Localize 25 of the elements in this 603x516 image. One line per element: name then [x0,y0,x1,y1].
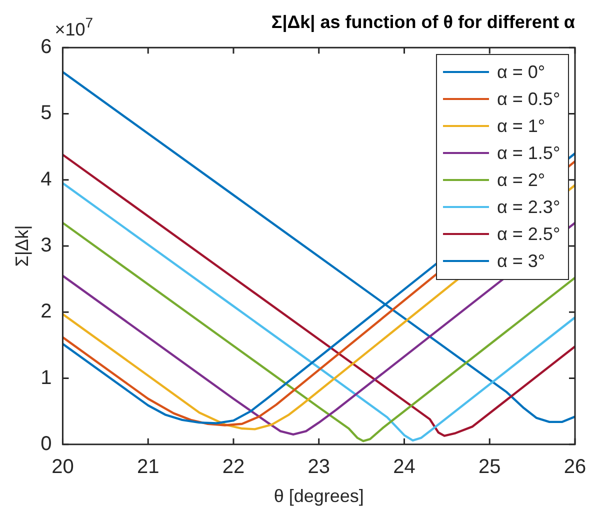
y-tick-label: 2 [40,300,52,323]
y-tick-label: 1 [40,366,52,389]
y-tick-label: 6 [40,36,52,58]
x-tick-label: 22 [222,456,245,478]
x-tick-label: 25 [478,456,501,478]
x-tick-label: 24 [393,456,416,478]
y-axis-title: Σ|Δk| [12,225,32,267]
y-tick-label: 4 [40,168,52,190]
legend-label: α = 2° [497,170,546,191]
legend-label: α = 0° [497,62,546,83]
y-tick-label: 5 [40,102,52,124]
y-tick-label: 0 [40,432,52,455]
x-tick-label: 26 [564,456,586,478]
chart-title: Σ|Δk| as function of θ for different α [271,12,575,32]
legend-label: α = 2.3° [497,196,560,218]
legend-label: α = 3° [497,250,546,272]
legend-label: α = 0.5° [497,88,560,110]
x-tick-label: 21 [136,456,160,478]
y-tick-label: 3 [40,234,52,257]
x-tick-label: 23 [308,456,330,478]
x-axis-title: θ [degrees] [274,486,364,506]
legend-label: α = 1° [497,116,546,137]
legend-label: α = 2.5° [497,224,560,245]
legend-label: α = 1.5° [497,142,560,164]
x-tick-label: 20 [52,456,74,478]
